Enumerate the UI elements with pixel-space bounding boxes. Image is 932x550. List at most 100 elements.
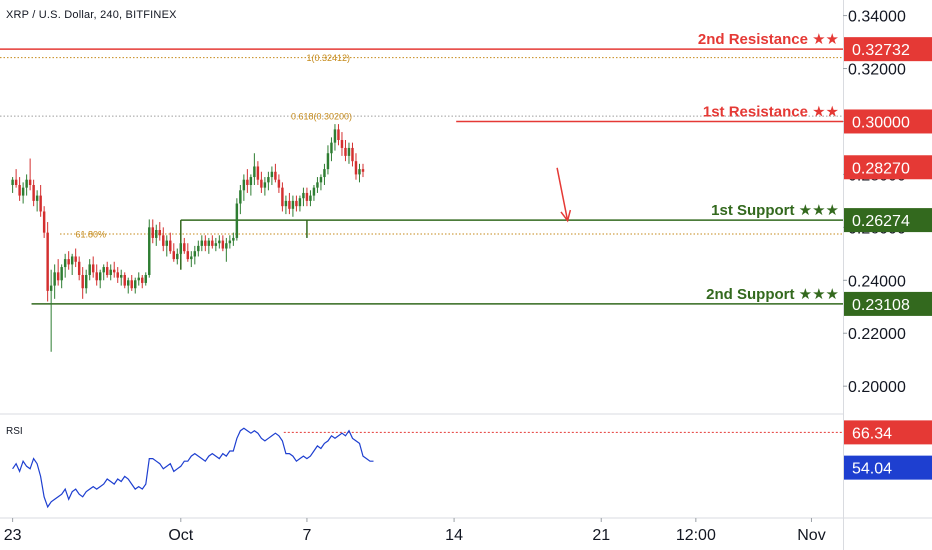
candle-body	[183, 243, 186, 252]
chart-title: XRP / U.S. Dollar, 240, BITFINEX	[6, 9, 177, 21]
rsi-panel	[12, 427, 843, 509]
candle-body	[312, 187, 316, 196]
candle-body	[344, 147, 347, 156]
candle-body	[88, 264, 91, 275]
candle-body	[221, 240, 225, 249]
candle-body	[165, 240, 169, 246]
candle-body	[46, 232, 49, 291]
candle-body	[130, 280, 133, 289]
candle-body	[176, 253, 179, 260]
candle-body	[25, 179, 28, 188]
candle-body	[347, 147, 351, 156]
candle-body	[77, 261, 81, 275]
candlesticks	[11, 124, 365, 352]
candle-body	[91, 264, 95, 273]
candle-body	[354, 161, 358, 175]
candle-body	[63, 259, 67, 268]
rsi-line	[12, 427, 374, 509]
forecast-arrow	[556, 167, 572, 223]
candle-body	[277, 179, 281, 188]
candle-body	[32, 185, 35, 201]
level-resistance-badge-label: 0.32732	[852, 42, 910, 59]
candle-body	[179, 243, 183, 254]
candle-body	[361, 169, 365, 172]
level-resistance-badge-label: 0.30000	[852, 114, 910, 131]
level-support-badge	[844, 208, 932, 233]
candle-body	[263, 182, 267, 188]
candle-body	[358, 169, 361, 175]
candle-body	[39, 195, 42, 212]
candle-body	[211, 240, 214, 246]
candle-body	[162, 235, 165, 246]
level-label-support: 1st Support ★★★	[711, 202, 839, 219]
x-tick-label: 7	[302, 527, 311, 544]
x-tick-label: Oct	[168, 527, 193, 544]
candle-body	[235, 203, 239, 238]
candle-body	[98, 272, 102, 281]
y-tick-label: 0.22000	[848, 326, 906, 343]
candle-body	[214, 243, 218, 246]
current-price-badge	[844, 155, 932, 180]
candle-body	[56, 272, 60, 281]
candle-body	[169, 240, 172, 252]
y-tick-label: 0.32000	[848, 62, 906, 79]
candle-body	[84, 275, 88, 289]
level-support-badge	[844, 291, 932, 316]
candle-body	[190, 256, 193, 260]
level-support-badge-label: 0.26274	[852, 213, 910, 230]
fib-label: 0.618(0.30200)	[291, 112, 352, 122]
candle-body	[337, 129, 340, 140]
y-tick-label: 0.24000	[848, 273, 906, 290]
rsi-panel-label: RSI	[6, 426, 23, 437]
candle-body	[284, 200, 288, 207]
candle-body	[148, 227, 151, 275]
support-resistance-levels: 2nd Resistance ★★ 1st Resistance ★★ 1st Su…	[0, 31, 843, 305]
candle-body	[316, 182, 319, 188]
candle-body	[270, 171, 274, 178]
candle-body	[232, 237, 235, 241]
candle-body	[218, 240, 221, 244]
candle-body	[53, 272, 56, 286]
candle-body	[186, 251, 190, 260]
candle-body	[112, 269, 116, 273]
rsi-current-badge-label: 54.04	[852, 461, 892, 478]
candle-body	[323, 169, 326, 178]
level-label-resistance: 1st Resistance ★★	[703, 103, 839, 120]
candle-body	[81, 275, 84, 289]
level-resistance-badge	[844, 109, 932, 134]
current-price-badge-label: 0.28270	[852, 160, 910, 177]
fib-label: 61.80%	[75, 229, 106, 239]
candle-body	[267, 177, 270, 183]
candle-body	[141, 277, 144, 283]
candle-body	[70, 256, 74, 265]
candle-body	[225, 243, 228, 249]
candle-body	[193, 251, 197, 257]
level-label-support: 2nd Support ★★★	[706, 286, 839, 303]
candle-body	[302, 192, 305, 199]
candle-body	[260, 179, 263, 188]
candle-body	[330, 142, 333, 154]
candle-body	[144, 275, 147, 283]
candle-body	[102, 267, 105, 273]
candle-body	[74, 256, 77, 262]
fibonacci-levels: 1(0.32412) 0.618(0.30200) 61.80%	[0, 53, 843, 239]
rsi-overbought-badge	[844, 420, 932, 445]
candle-body	[155, 230, 158, 238]
level-label-resistance: 2nd Resistance ★★	[698, 31, 839, 48]
candle-body	[95, 272, 98, 281]
candle-body	[256, 166, 260, 180]
candle-body	[351, 147, 354, 162]
rsi-current-badge	[844, 455, 932, 480]
candle-body	[326, 153, 330, 170]
candle-body	[242, 179, 246, 191]
candle-body	[60, 267, 63, 281]
y-tick-label: 0.34000	[848, 9, 906, 26]
arrow-head	[560, 209, 572, 223]
candle-body	[253, 166, 256, 178]
x-tick-label: 23	[4, 527, 22, 544]
candle-body	[158, 230, 161, 236]
candle-body	[28, 179, 32, 185]
x-tick-label: 14	[445, 527, 463, 544]
